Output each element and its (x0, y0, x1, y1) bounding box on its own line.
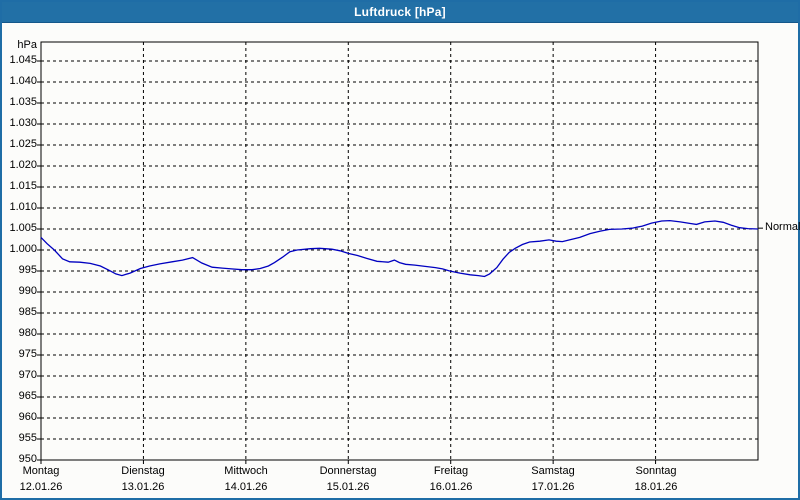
y-axis-label: 1.015 (9, 180, 37, 192)
x-axis-day-label: Samstag (531, 465, 575, 477)
y-axis-label: 950 (18, 453, 37, 465)
pressure-series-line (40, 219, 759, 278)
y-axis-label: 1.025 (9, 138, 37, 150)
x-axis-date-label: 14.01.26 (224, 481, 268, 493)
x-axis-date-label: 17.01.26 (531, 481, 575, 493)
y-axis-label: 975 (18, 348, 37, 360)
x-axis-day-label: Montag (22, 465, 60, 477)
y-axis-label: 1.020 (9, 159, 37, 171)
page-title: Luftdruck [hPa] (354, 5, 446, 19)
y-axis-label: 1.010 (9, 201, 37, 213)
y-axis-label: 1.035 (9, 96, 37, 108)
x-axis-date-label: 13.01.26 (121, 481, 165, 493)
y-axis-label: 995 (18, 264, 37, 276)
y-axis-label: 1.005 (9, 222, 37, 234)
x-axis-date-label: 12.01.26 (19, 481, 63, 493)
y-axis-label: 965 (18, 390, 37, 402)
y-axis-label: 1.045 (9, 54, 37, 66)
y-axis-label: 985 (18, 306, 37, 318)
y-axis-label: 980 (18, 327, 37, 339)
y-axis-label: 960 (18, 411, 37, 423)
x-axis-day-label: Dienstag (121, 465, 165, 477)
x-axis-day-label: Freitag (433, 465, 469, 477)
y-axis-label: 1.030 (9, 117, 37, 129)
x-axis-date-label: 18.01.26 (634, 481, 678, 493)
x-axis-day-label: Sonntag (635, 465, 677, 477)
x-axis-day-label: Mittwoch (224, 465, 268, 477)
y-axis-label: 970 (18, 369, 37, 381)
x-axis-day-label: Donnerstag (319, 465, 377, 477)
y-axis-label: 955 (18, 432, 37, 444)
y-axis-label: 990 (18, 285, 37, 297)
normal-marker-label: Normal (765, 221, 800, 233)
x-axis-date-label: 16.01.26 (429, 481, 473, 493)
x-axis-date-label: 15.01.26 (326, 481, 370, 493)
title-bar: Luftdruck [hPa] (2, 2, 798, 23)
y-axis-label: 1.040 (9, 75, 37, 87)
plot-border (40, 41, 759, 461)
y-axis-label: 1.000 (9, 243, 37, 255)
y-axis-unit-label: hPa (17, 39, 37, 51)
